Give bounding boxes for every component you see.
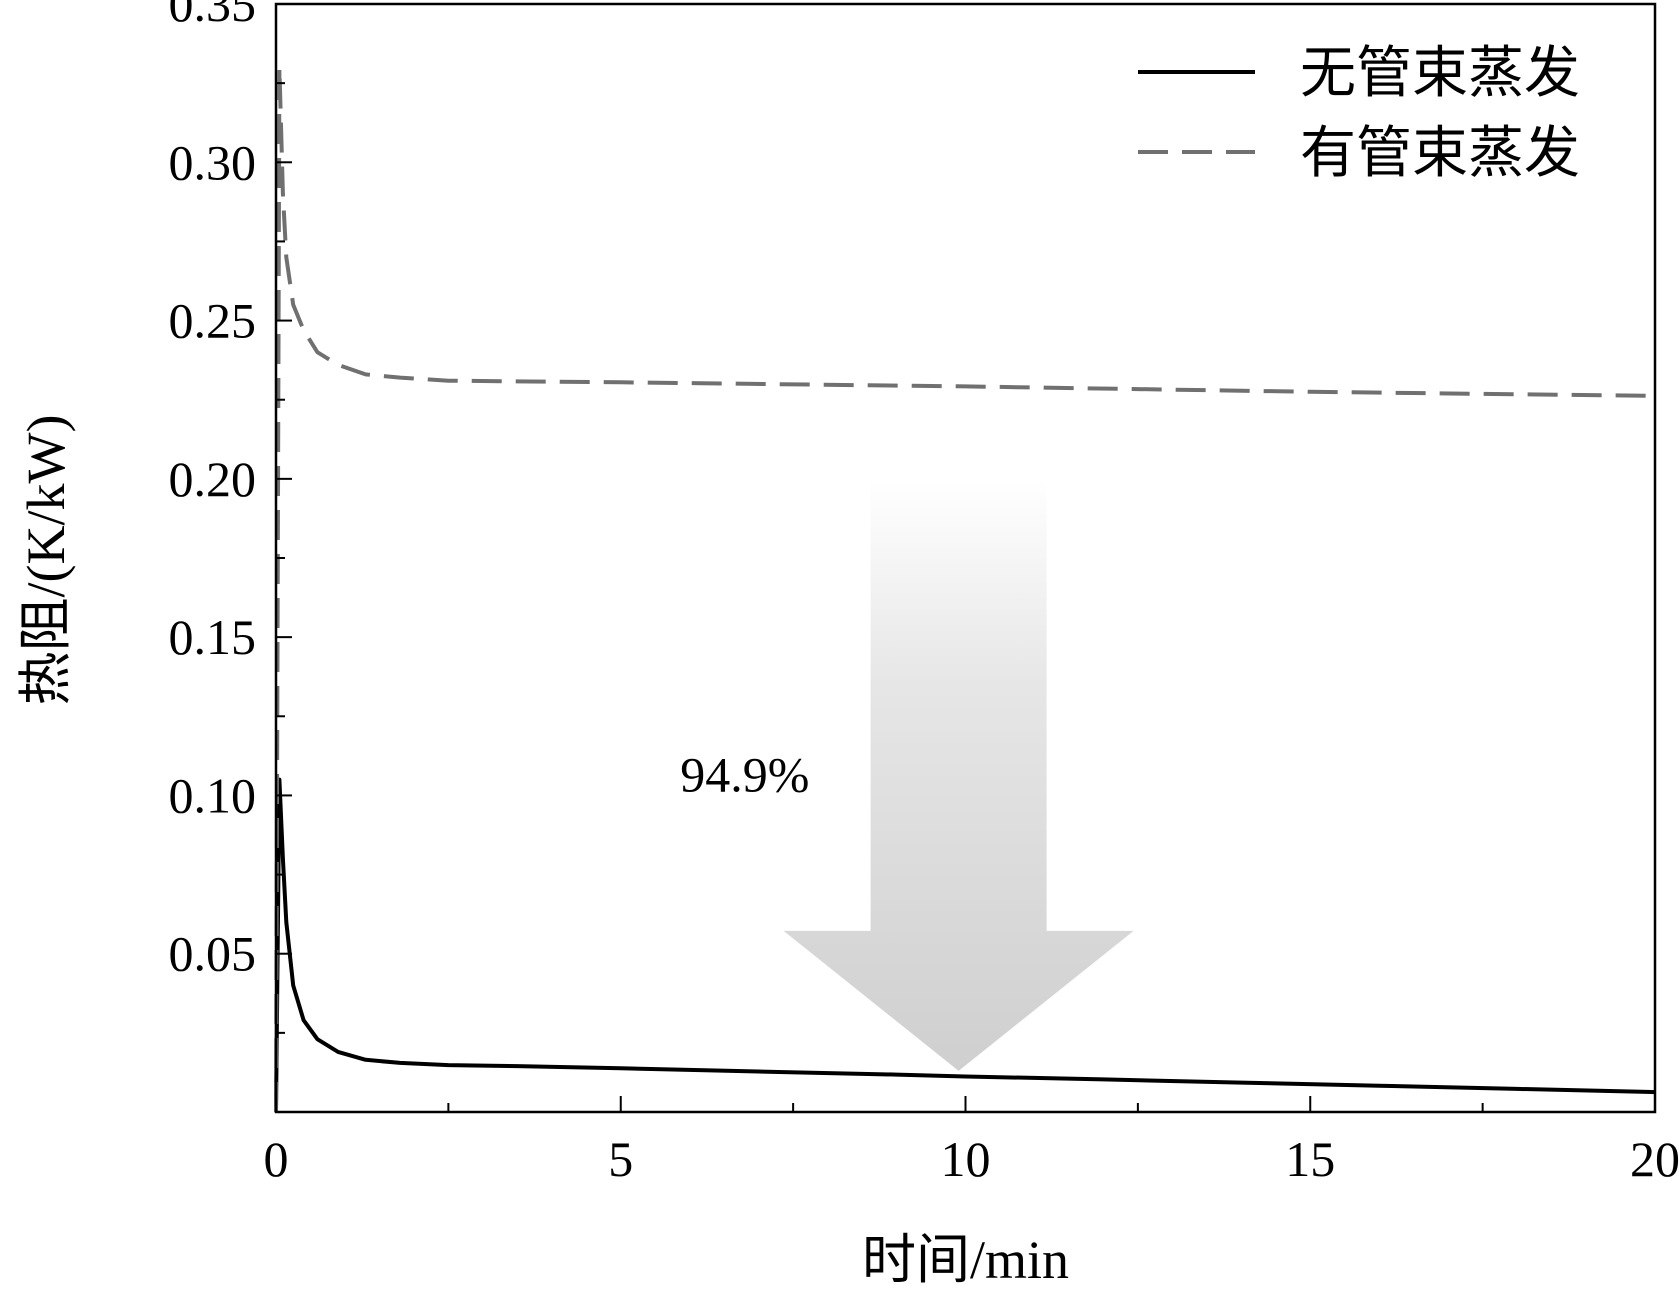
legend-label-2: 有管束蒸发 <box>1300 123 1580 185</box>
series-line-2 <box>274 65 1656 1113</box>
y-tick-label: 0.10 <box>169 767 257 823</box>
x-tick-label: 0 <box>264 1131 289 1187</box>
axis-ticks <box>275 82 1656 1112</box>
series-group <box>274 65 1656 1113</box>
x-tick-label: 20 <box>1630 1131 1679 1187</box>
reduction-arrow-group <box>783 478 1134 1071</box>
reduction-arrow <box>783 478 1134 1071</box>
tick-labels: 0 5 10 15 20 0.05 0.10 0.15 0.20 0.25 0.30 0.35 <box>169 0 1679 1187</box>
y-tick-label: 0.25 <box>169 293 257 349</box>
x-axis-label: 时间/min <box>862 1230 1069 1290</box>
legend-label-1: 无管束蒸发 <box>1300 43 1580 105</box>
annotation-label-1: 94.9% <box>680 746 809 802</box>
x-tick-label: 15 <box>1285 1131 1335 1187</box>
x-tick-label: 10 <box>941 1131 991 1187</box>
y-axis-label: 热阻/(K/kW) <box>16 415 76 706</box>
y-tick-label: 0.35 <box>169 0 257 32</box>
y-tick-label: 0.15 <box>169 609 257 665</box>
y-tick-label: 0.05 <box>169 926 257 982</box>
x-tick-label: 5 <box>608 1131 633 1187</box>
series-line-1 <box>274 777 1656 1113</box>
annotation-group: 94.9% <box>680 746 809 802</box>
y-tick-label: 0.30 <box>169 134 257 190</box>
y-tick-label: 0.20 <box>169 451 257 507</box>
